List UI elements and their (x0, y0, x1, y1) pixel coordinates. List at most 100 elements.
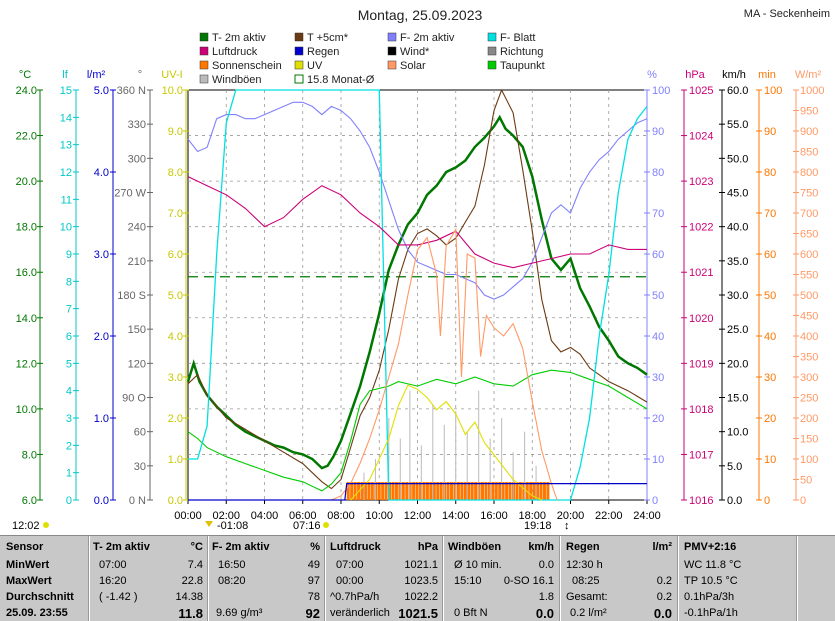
x-tick-label: 18:00 (518, 510, 546, 522)
sunshine-bar (450, 482, 454, 500)
direction-axis-tick-label: 330 (128, 119, 146, 131)
series-taupunkt (187, 369, 648, 492)
minutes-axis-tick-label: 0 (764, 495, 770, 507)
sensor-column: Sensor MinWert MaxWert Durchschnitt 25.0… (6, 539, 86, 619)
pressure-axis-unit: hPa (685, 69, 705, 81)
row-label-avg: Durchschnitt (6, 591, 74, 603)
temp-axis-tick-label: 6.0 (22, 495, 37, 507)
sunshine-bar (405, 482, 409, 500)
legend-label-15-8-monat: 15.8 Monat-Ø (307, 74, 375, 86)
solar-axis-tick-label: 250 (800, 393, 818, 405)
leaf-axis-tick-label: 10 (60, 222, 72, 234)
direction-axis-tick-label: 150 (128, 324, 146, 336)
weather-chart: Montag, 25.09.2023 MA - Seckenheim T- 2m… (12, 7, 830, 532)
wind-axis-tick-label: 15.0 (727, 393, 748, 405)
temp-axis-tick-label: 20.0 (16, 176, 37, 188)
pressure-axis-tick-label: 1016 (689, 495, 713, 507)
wind-axis-tick-label: 5.0 (727, 461, 742, 473)
pmv-trend-3h: 0.1hPa/3h (684, 591, 735, 603)
hum-min-time: 16:50 (218, 559, 246, 571)
uv-axis-tick-label: 2.0 (168, 413, 183, 425)
solar-axis-tick-label: 1000 (800, 85, 824, 97)
wind-axis-tick-label: 50.0 (727, 153, 748, 165)
wind-max-value: 0-SO 16.1 (503, 575, 554, 587)
solar-axis-tick-label: 700 (800, 208, 818, 220)
legend-swatch (387, 32, 397, 42)
minutes-axis-tick-label: 90 (764, 126, 776, 138)
rain-total-value: 0.2 (656, 591, 672, 603)
solar-axis-tick-label: 300 (800, 372, 818, 384)
x-tick-label: 16:00 (480, 510, 508, 522)
humidity-axis-tick-label: 80 (652, 167, 664, 179)
solar-axis-tick-label: 450 (800, 311, 818, 323)
leaf-axis-tick-label: 9 (66, 249, 72, 261)
humidity-axis-tick-label: 10 (652, 454, 664, 466)
leaf-axis-tick-label: 3 (66, 413, 72, 425)
rain-time: 08:25 (572, 575, 600, 587)
leaf-axis-tick-label: 6 (66, 331, 72, 343)
sunshine-bar (474, 482, 478, 500)
sunshine-bar (518, 482, 522, 500)
pmv-dewpoint: TP 10.5 °C (684, 575, 738, 587)
sunshine-bar (491, 482, 495, 500)
annotation-time: 12:02 (12, 520, 40, 532)
leaf-axis-unit: lf (62, 69, 68, 81)
direction-axis-tick-label: 90 O (122, 393, 146, 405)
solar-axis-tick-label: 600 (800, 249, 818, 261)
minutes-axis-tick-label: 20 (764, 413, 776, 425)
temp-avg-delta: ( -1.42 ) (99, 591, 138, 603)
sunshine-bar (484, 482, 488, 500)
temp-axis-unit: °C (19, 69, 31, 81)
humidity-axis-tick-label: 90 (652, 126, 664, 138)
solar-axis-tick-label: 100 (800, 454, 818, 466)
temp-current-value: 11.8 (178, 606, 203, 621)
humidity-axis-tick-label: 20 (652, 413, 664, 425)
rain-header: Regen (566, 541, 600, 553)
hum-avg-value: 78 (307, 591, 320, 603)
solar-axis-tick-label: 650 (800, 229, 818, 241)
legend-swatch (199, 46, 209, 56)
sunshine-bar (419, 482, 423, 500)
legend-label-t-2m-aktiv: T- 2m aktiv (212, 32, 266, 44)
annotation-dawn: -01:08 (217, 520, 248, 532)
direction-axis-tick-label: 240 (128, 222, 146, 234)
temp-column: T- 2m aktiv °C 07:00 7.4 16:20 22.8 ( -1… (93, 539, 203, 621)
minutes-axis-tick-label: 30 (764, 372, 776, 384)
wind-beaufort: 0 Bft N (454, 607, 488, 619)
direction-axis-tick-label: 0 N (129, 495, 146, 507)
uv-axis-tick-label: 7.0 (168, 208, 183, 220)
wind-header: Windböen (448, 541, 502, 553)
legend-label-richtung: Richtung (500, 46, 543, 58)
rain-column: Regen l/m² 12:30 h 08:25 0.2 Gesamt: 0.2… (566, 539, 672, 621)
sunshine-bar (350, 482, 354, 500)
hum-absolute: 9.69 g/m³ (216, 607, 263, 619)
legend-swatch (294, 60, 304, 70)
uv-axis-tick-label: 10.0 (162, 85, 183, 97)
sunshine-bar (536, 482, 540, 500)
pressure-axis-tick-label: 1023 (689, 176, 713, 188)
direction-axis-tick-label: 180 S (117, 290, 146, 302)
x-tick-label: 12:00 (404, 510, 432, 522)
sunshine-bar (360, 482, 364, 500)
temp-max-value: 22.8 (181, 575, 203, 587)
dawn-marker-icon (205, 521, 213, 527)
rain-axis-tick-label: 5.0 (94, 85, 109, 97)
chart-title: Montag, 25.09.2023 (358, 7, 483, 23)
pressure-axis-tick-label: 1019 (689, 358, 713, 370)
sunshine-bar (529, 482, 533, 500)
pressure-axis-tick-label: 1018 (689, 404, 713, 416)
press-column: Luftdruck hPa 07:00 1021.1 00:00 1023.5 … (330, 539, 438, 621)
solar-axis-tick-label: 900 (800, 126, 818, 138)
sunshine-bar (370, 482, 374, 500)
x-tick-label: 02:00 (212, 510, 240, 522)
station-name: MA - Seckenheim (744, 8, 830, 20)
series-solar (331, 227, 558, 501)
leaf-axis-tick-label: 2 (66, 440, 72, 452)
rain-axis-tick-label: 3.0 (94, 249, 109, 261)
leaf-axis-tick-label: 13 (60, 140, 72, 152)
x-tick-label: 00:00 (174, 510, 202, 522)
temp-axis-tick-label: 24.0 (16, 85, 37, 97)
leaf-axis-tick-label: 5 (66, 358, 72, 370)
sunshine-bar (439, 482, 443, 500)
sunshine-bar (467, 482, 471, 500)
